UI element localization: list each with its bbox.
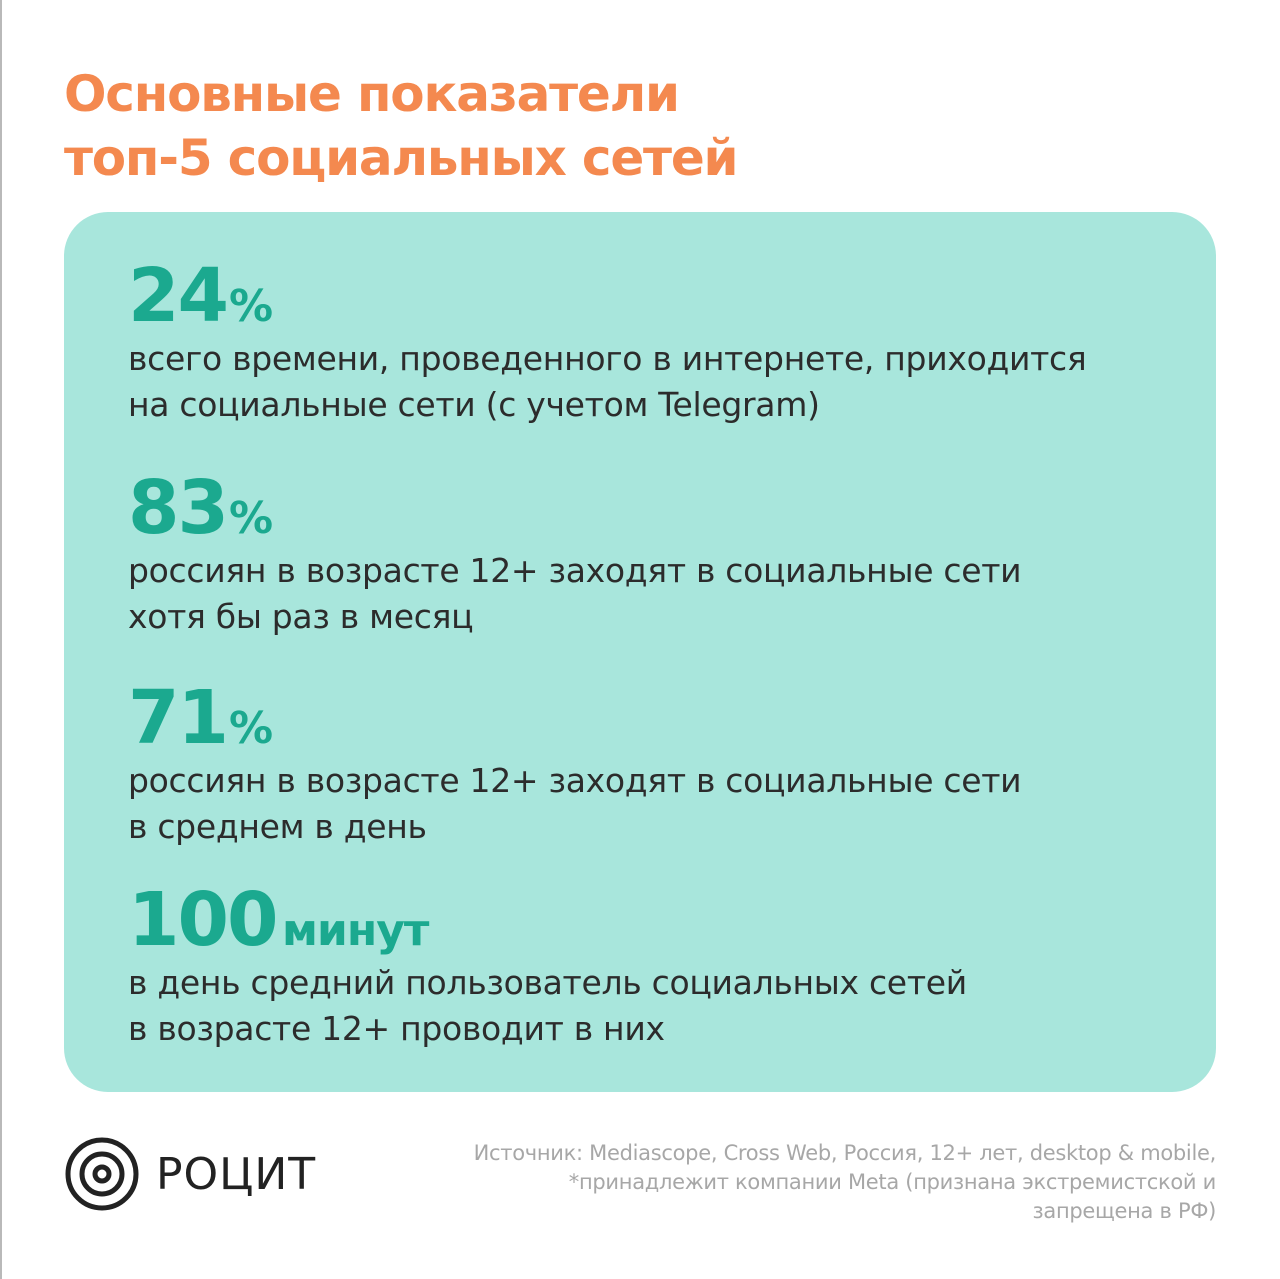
stat-description-line: в возрасте 12+ проводит в них [128, 1009, 665, 1048]
brand-name: РОЦИТ [156, 1148, 317, 1200]
source-line: Источник: Mediascope, Cross Web, Россия,… [473, 1141, 1217, 1165]
stat-unit: % [228, 493, 273, 544]
stat-block: 24% всего времени, проведенного в интерн… [128, 256, 1188, 428]
stat-description-line: всего времени, проведенного в интернете,… [128, 339, 1087, 378]
stats-card: 24% всего времени, проведенного в интерн… [64, 212, 1216, 1092]
stat-number: 100 [128, 877, 278, 963]
stat-description-line: хотя бы раз в месяц [128, 597, 474, 636]
stat-unit: минут [282, 905, 429, 956]
title-line-2: топ-5 социальных сетей [64, 129, 739, 187]
stat-block: 83% россиян в возрасте 12+ заходят в соц… [128, 468, 1188, 640]
source-line: запрещена в РФ) [1032, 1199, 1217, 1223]
left-edge-line [0, 0, 2, 1279]
stat-description-line: россиян в возрасте 12+ заходят в социаль… [128, 761, 1022, 800]
stat-number: 24 [128, 253, 229, 339]
stat-unit: % [228, 281, 273, 332]
source-note: Источник: Mediascope, Cross Web, Россия,… [316, 1139, 1217, 1226]
stat-number: 83 [128, 465, 229, 551]
source-line: *принадлежит компании Meta (признана экс… [568, 1170, 1217, 1194]
stat-description: всего времени, проведенного в интернете,… [128, 336, 1188, 428]
stat-value: 83% [128, 468, 1188, 548]
stat-number: 71 [128, 675, 229, 761]
title-line-1: Основные показатели [64, 65, 680, 123]
stat-description-line: россиян в возрасте 12+ заходят в социаль… [128, 551, 1022, 590]
stat-description-line: в день средний пользователь социальных с… [128, 963, 967, 1002]
page-title: Основные показатели топ-5 социальных сет… [64, 62, 1164, 190]
stat-block: 71% россиян в возрасте 12+ заходят в соц… [128, 678, 1188, 850]
stat-value: 24% [128, 256, 1188, 336]
stat-value: 71% [128, 678, 1188, 758]
concentric-circles-logo-icon [65, 1137, 139, 1211]
stat-block: 100 минут в день средний пользователь со… [128, 880, 1188, 1052]
stat-unit: % [228, 703, 273, 754]
stat-description-line: в среднем в день [128, 807, 427, 846]
stat-description: в день средний пользователь социальных с… [128, 960, 1188, 1052]
stat-description: россиян в возрасте 12+ заходят в социаль… [128, 758, 1188, 850]
stat-description: россиян в возрасте 12+ заходят в социаль… [128, 548, 1188, 640]
stat-value: 100 минут [128, 880, 1188, 960]
brand-logo: РОЦИТ [64, 1136, 316, 1212]
stat-description-line: на социальные сети (с учетом Telegram) [128, 385, 820, 424]
